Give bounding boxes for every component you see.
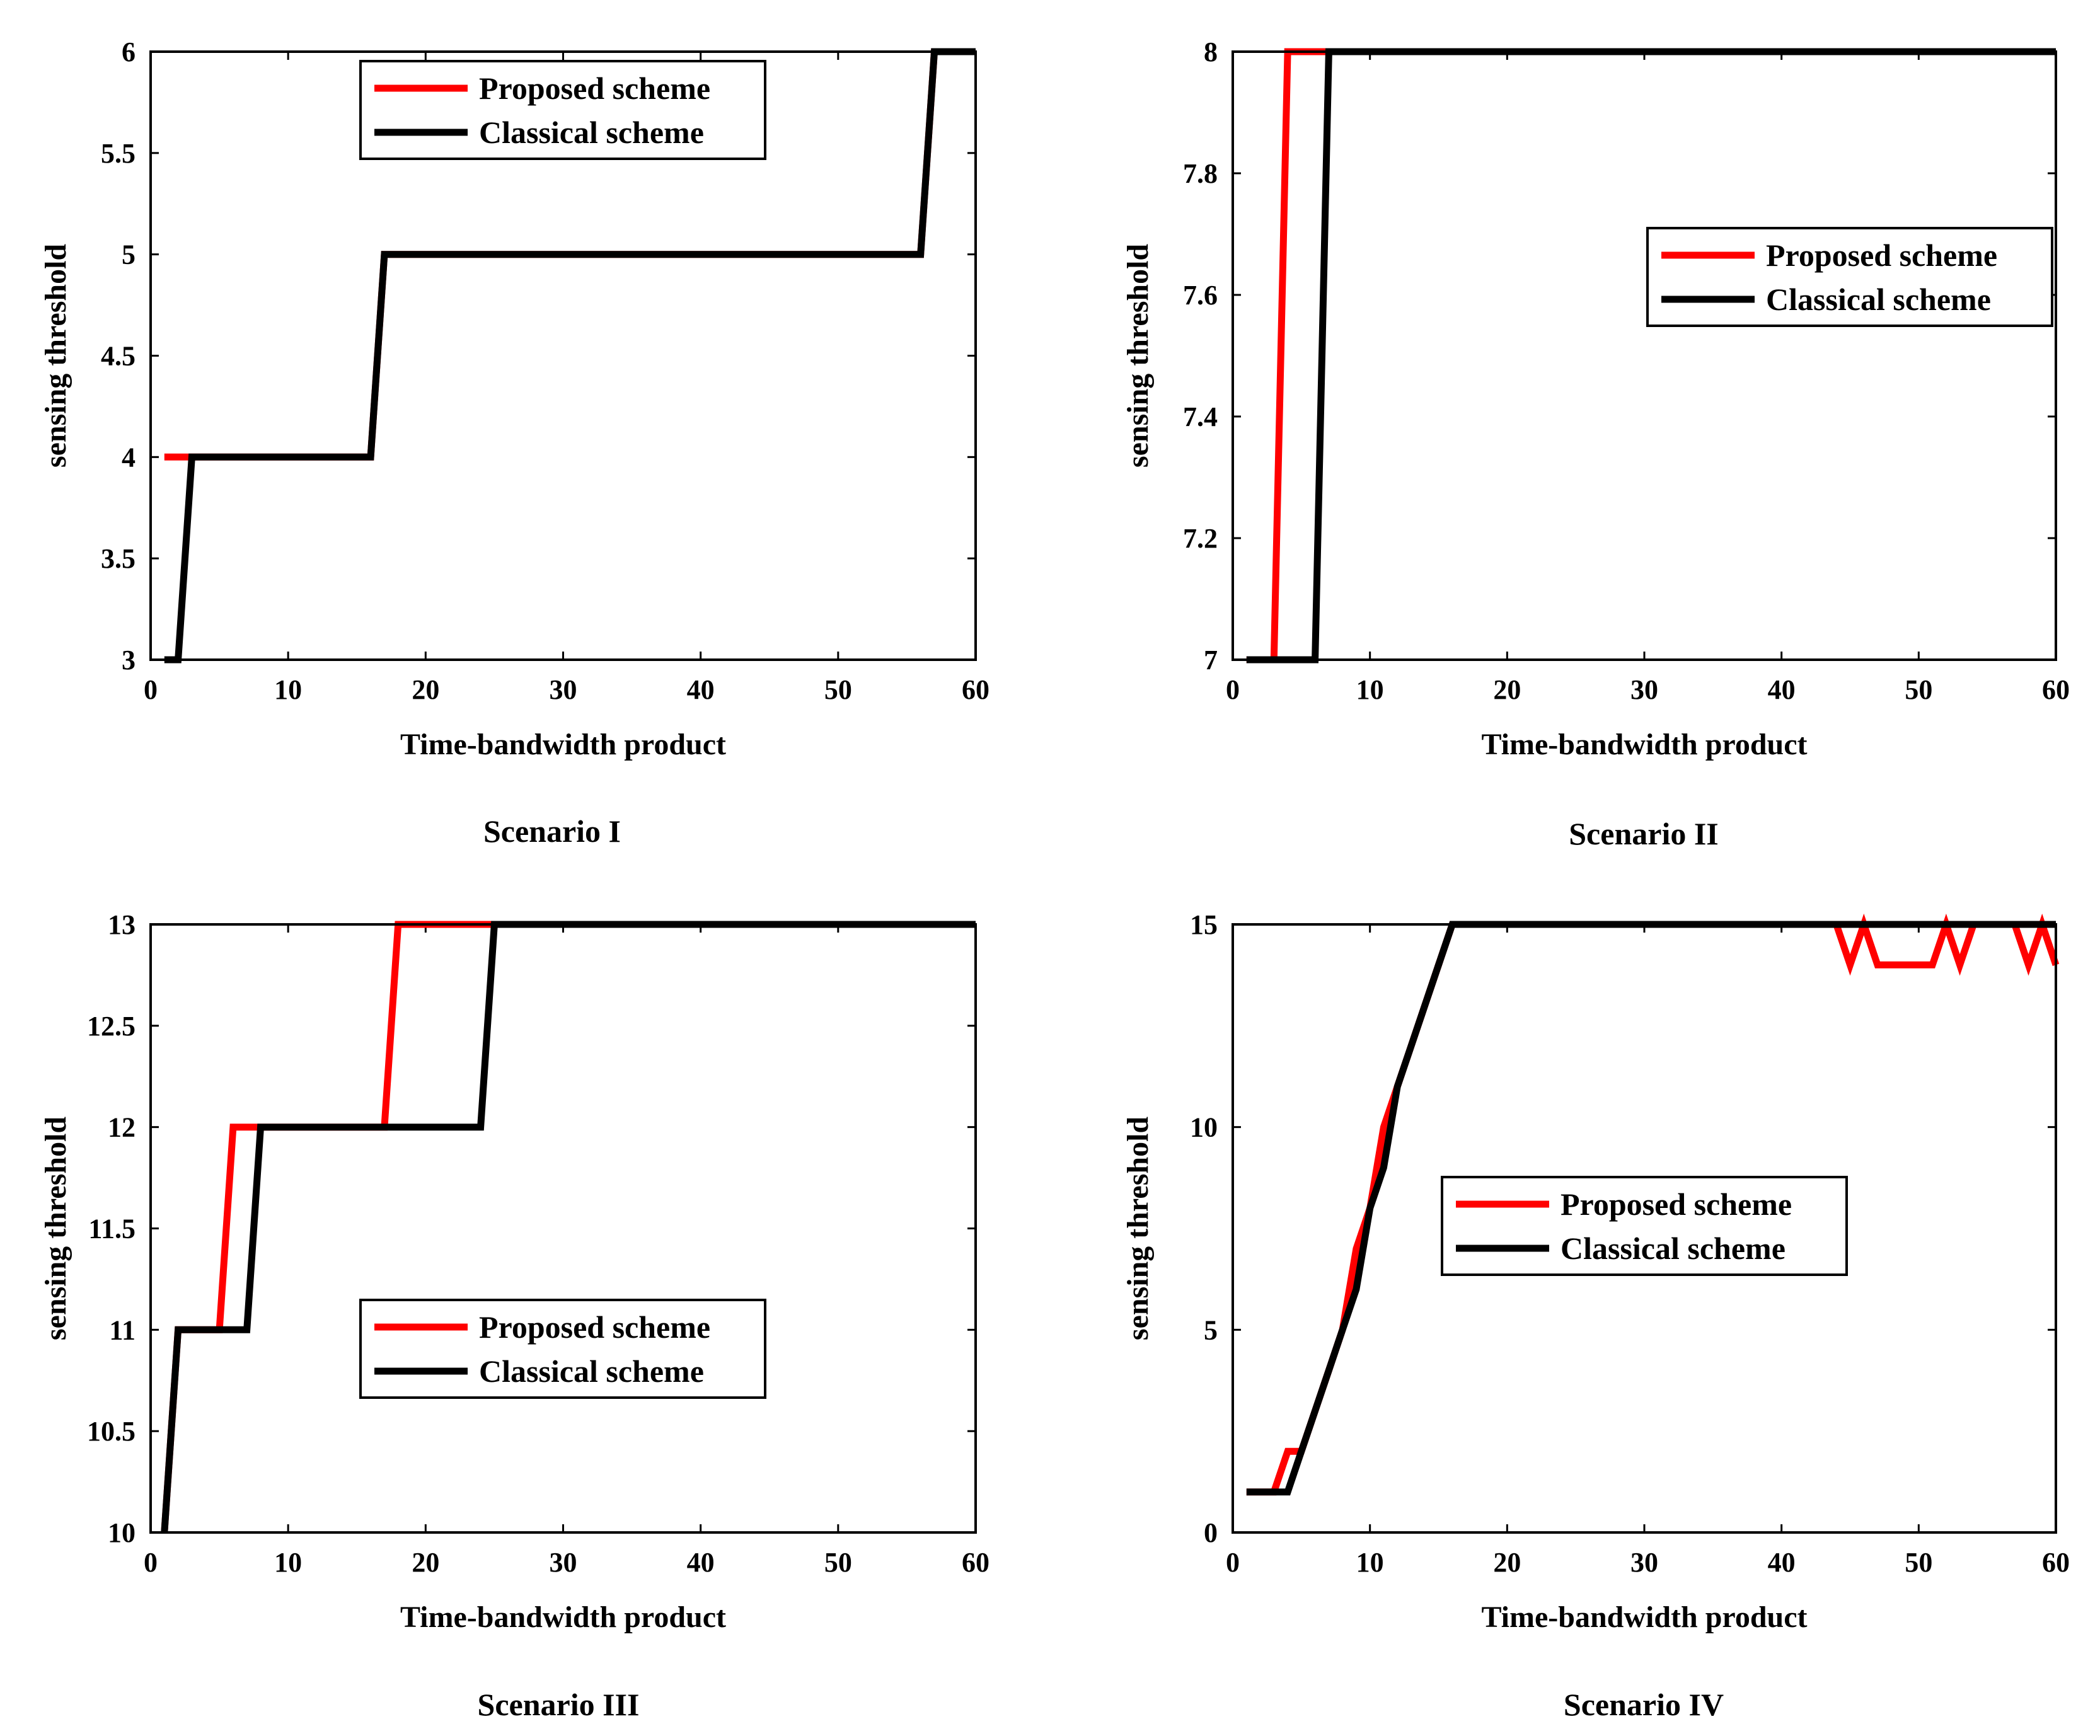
panel-1-xtick-label: 40 (687, 674, 715, 705)
panel-1-series-classical-line (164, 48, 976, 664)
panel-1-xtick-label: 20 (412, 674, 439, 705)
panel-3-ylabel: sensing threshold (39, 1117, 72, 1341)
panel-4-legend-label-proposed: Proposed scheme (1561, 1187, 1792, 1222)
panel-3-legend: Proposed scheme Classical scheme (359, 1299, 766, 1399)
panel-3-ytick-label: 13 (108, 909, 136, 940)
panel-2-legend: Proposed scheme Classical scheme (1646, 227, 2053, 327)
panel-2-xtick-label: 30 (1630, 674, 1658, 705)
panel-1-xtick-label: 30 (550, 674, 577, 705)
panel-1-legend-label-proposed: Proposed scheme (479, 71, 710, 106)
panel-2-xlabel: Time-bandwidth product (1481, 728, 1807, 761)
panel-3-ytick-label: 11.5 (88, 1214, 136, 1245)
panel-2-caption: Scenario II (1569, 816, 1719, 851)
panel-4-xtick-label: 50 (1905, 1547, 1932, 1578)
panel-4-xtick-label: 20 (1493, 1547, 1521, 1578)
panel-4-xtick-label: 60 (2042, 1547, 2070, 1578)
panel-1-legend-box (359, 60, 766, 160)
panel-3-xtick-label: 20 (412, 1547, 439, 1578)
panel-1-legend: Proposed scheme Classical scheme (359, 60, 766, 160)
panel-3-ytick-label: 12 (108, 1112, 136, 1143)
panel-2-xtick-label: 10 (1356, 674, 1384, 705)
panel-3-xtick-label: 30 (550, 1547, 577, 1578)
panel-3-legend-label-classical: Classical scheme (479, 1354, 704, 1389)
panel-2-plot-area (1233, 52, 2056, 660)
panel-3-ytick-label: 12.5 (87, 1011, 136, 1042)
panel-1-ytick-label: 4.5 (101, 341, 136, 372)
panel-2-axes-box (1232, 50, 2057, 661)
panel-1-ytick-label: 5.5 (101, 138, 136, 169)
panel-3-xtick-label: 60 (962, 1547, 989, 1578)
panel-2-xtick-label: 20 (1493, 674, 1521, 705)
panel-2-ytick-label: 7.6 (1183, 280, 1218, 311)
panel-4-ytick-label: 0 (1204, 1517, 1218, 1548)
panel-1-ytick-label: 6 (122, 37, 136, 67)
panel-1: 0 10 20 30 40 50 60 3 3.5 4 4.5 5 5.5 6 Time-bandwidth… (39, 37, 989, 849)
panel-3-plot-area (151, 924, 976, 1532)
panel-3-xlabel: Time-bandwidth product (400, 1601, 726, 1634)
panel-1-ytick-label: 5 (122, 239, 136, 270)
panel-3-xtick-label: 40 (687, 1547, 715, 1578)
panel-3-legend-label-proposed: Proposed scheme (479, 1309, 710, 1345)
panel-2: 0 10 20 30 40 50 60 7 7.2 7.4 7.6 7.8 8 Time-bandwidt… (1121, 37, 2070, 851)
panel-2-ytick-label: 8 (1204, 37, 1218, 67)
panel-4-ytick-label: 15 (1190, 909, 1218, 940)
panel-2-xtick-label: 40 (1768, 674, 1796, 705)
panel-4-ytick-label: 5 (1204, 1314, 1218, 1345)
panel-1-xtick-label: 10 (274, 674, 302, 705)
panel-1-ytick-label: 3 (122, 645, 136, 675)
panel-4-series-classical-line (1246, 921, 2056, 1496)
panel-4-axes-box (1232, 923, 2057, 1534)
panel-2-xtick-label: 0 (1226, 674, 1240, 705)
panel-4-ytick-label: 10 (1190, 1112, 1218, 1143)
panel-4-legend-label-classical: Classical scheme (1561, 1231, 1786, 1266)
panel-2-xtick-label: 50 (1905, 674, 1932, 705)
panel-2-ytick-label: 7.4 (1183, 401, 1218, 432)
panel-3-legend-box (359, 1299, 766, 1399)
panel-2-legend-label-proposed: Proposed scheme (1766, 238, 1997, 273)
panel-3-xtick-label: 0 (144, 1547, 158, 1578)
panel-1-legend-label-classical: Classical scheme (479, 115, 704, 150)
panel-4-xtick-label: 10 (1356, 1547, 1384, 1578)
panel-2-ytick-label: 7.8 (1183, 158, 1218, 189)
panel-4-xtick-label: 30 (1630, 1547, 1658, 1578)
panel-3-xtick-label: 10 (274, 1547, 302, 1578)
panel-1-xtick-label: 60 (962, 674, 989, 705)
panel-4-xtick-label: 40 (1768, 1547, 1796, 1578)
panel-4-xtick-label: 0 (1226, 1547, 1240, 1578)
panel-1-ytick-label: 3.5 (101, 543, 136, 574)
panel-2-ytick-label: 7.2 (1183, 523, 1218, 554)
panel-3-xtick-label: 50 (824, 1547, 852, 1578)
panel-2-ytick-label: 7 (1204, 645, 1218, 675)
panel-4-xlabel: Time-bandwidth product (1481, 1601, 1807, 1634)
panel-1-xlabel: Time-bandwidth product (400, 728, 726, 761)
panel-2-ylabel: sensing threshold (1121, 244, 1155, 468)
panel-2-xtick-label: 60 (2042, 674, 2070, 705)
panel-4-caption: Scenario IV (1564, 1687, 1724, 1722)
panel-1-ylabel: sensing threshold (39, 244, 72, 468)
panel-1-xtick-label: 0 (144, 674, 158, 705)
panel-3-caption: Scenario III (478, 1687, 640, 1722)
panel-1-ytick-label: 4 (122, 442, 136, 473)
panel-1-axes-box (149, 50, 977, 661)
panel-1-xtick-label: 50 (824, 674, 852, 705)
panel-3-axes-box (149, 923, 977, 1534)
panel-3-ytick-label: 11 (109, 1314, 136, 1345)
panel-3-ytick-label: 10.5 (87, 1416, 136, 1447)
panel-2-legend-box (1646, 227, 2053, 327)
panel-3-ytick-label: 10 (108, 1517, 136, 1548)
panel-3: 0 10 20 30 40 50 60 10 10.5 11 11.5 12 12.5 13 Time-ba… (39, 909, 989, 1722)
panel-2-legend-label-classical: Classical scheme (1766, 282, 1991, 317)
panel-4: 0 10 20 30 40 50 60 0 5 10 15 Time-bandwidth produc… (1121, 909, 2070, 1722)
panel-4-legend: Proposed scheme Classical scheme (1441, 1176, 1848, 1276)
panel-4-ylabel: sensing threshold (1121, 1117, 1155, 1341)
panel-1-caption: Scenario I (483, 813, 621, 849)
panel-4-legend-box (1441, 1176, 1848, 1276)
